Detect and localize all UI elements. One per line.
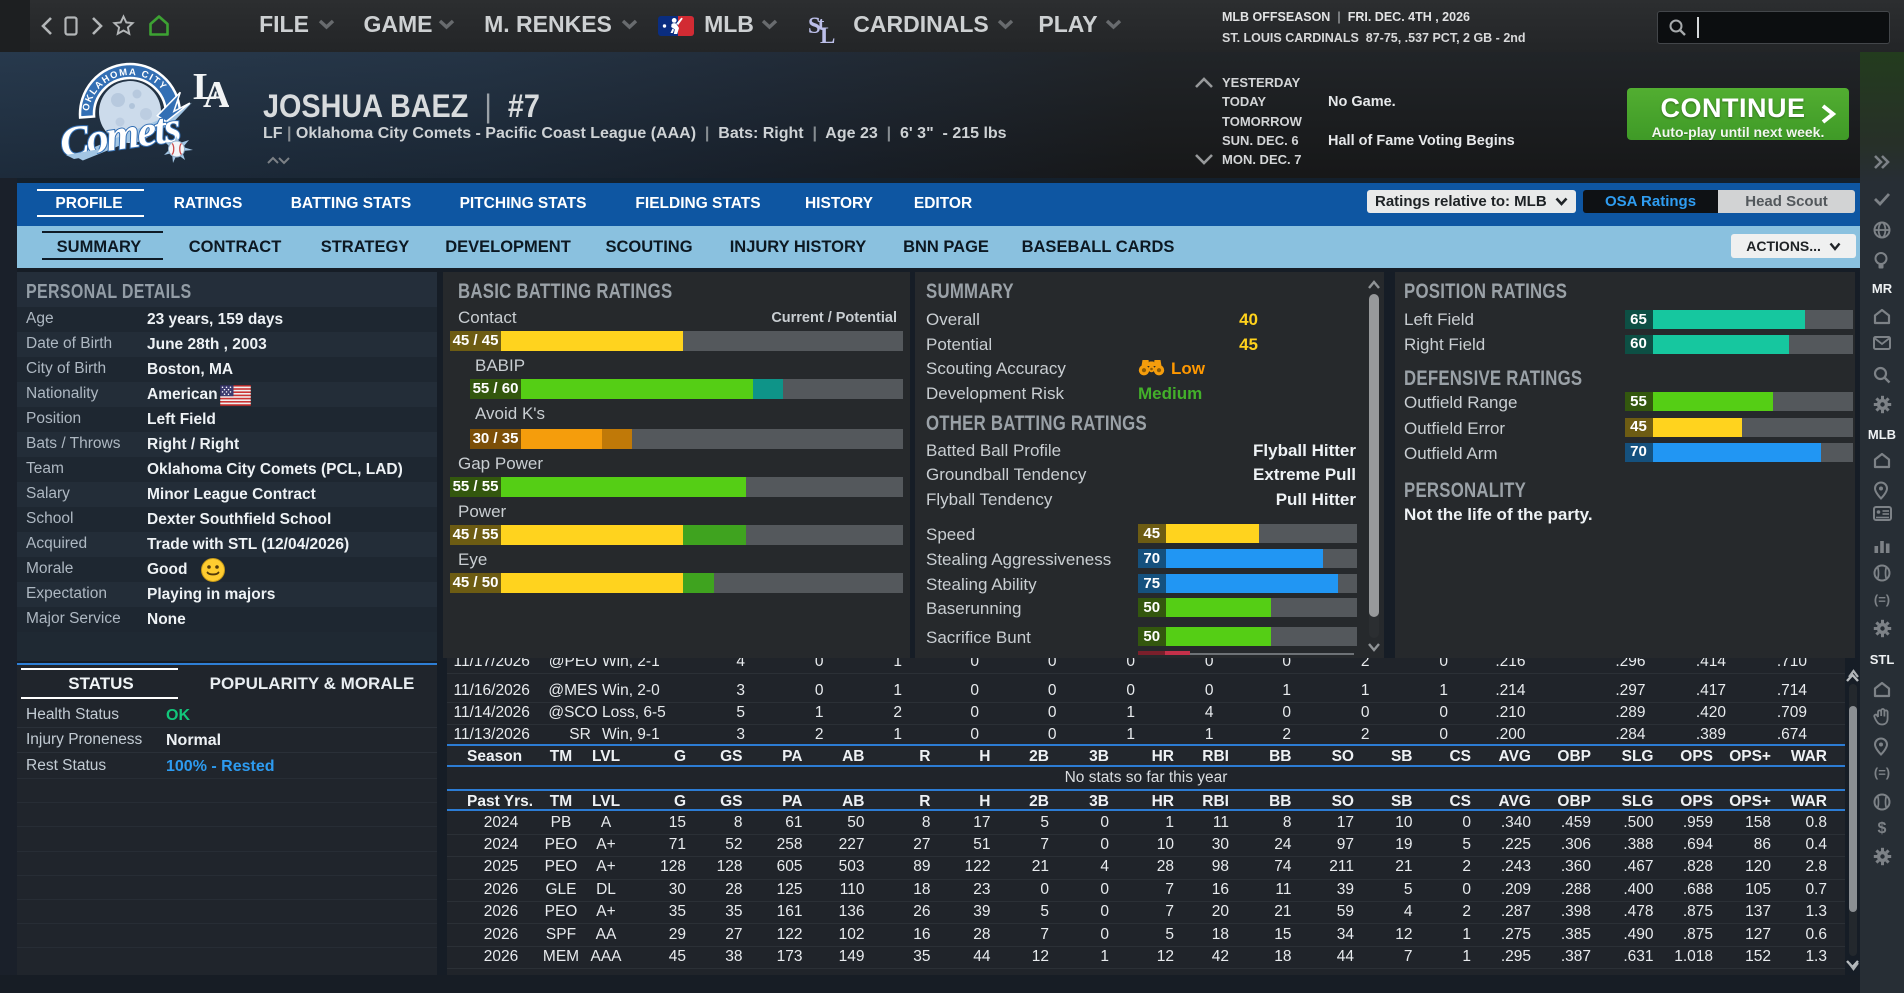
- svg-text:A: A: [203, 74, 229, 114]
- svg-text:t: t: [818, 14, 825, 35]
- svg-text:L: L: [193, 68, 218, 108]
- svg-text:S: S: [808, 13, 821, 38]
- svg-text:L: L: [820, 23, 835, 47]
